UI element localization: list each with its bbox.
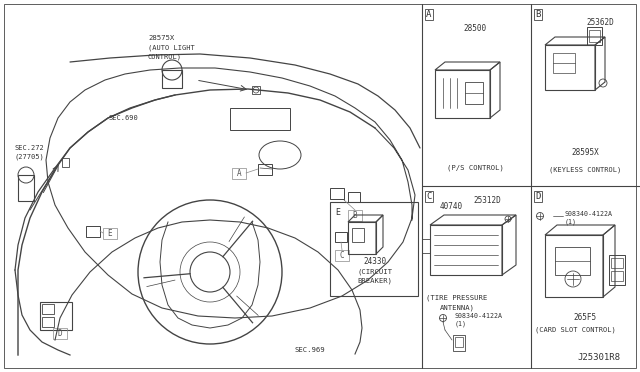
Text: (CARD SLOT CONTROL): (CARD SLOT CONTROL): [534, 327, 616, 333]
Text: CONTROL): CONTROL): [148, 54, 182, 60]
Bar: [335, 232, 347, 242]
Bar: [422, 239, 430, 253]
Bar: [18, 175, 34, 201]
Text: SEC.272: SEC.272: [14, 145, 44, 151]
Text: (TIRE PRESSURE: (TIRE PRESSURE: [426, 295, 488, 301]
Text: SEC.690: SEC.690: [108, 115, 138, 121]
Text: D: D: [58, 328, 62, 337]
Bar: [330, 202, 418, 296]
Text: S08340-4122A: S08340-4122A: [565, 211, 613, 217]
Text: 265F5: 265F5: [573, 314, 596, 323]
Bar: [62, 158, 69, 167]
Bar: [162, 70, 182, 88]
Bar: [553, 53, 575, 73]
Bar: [555, 247, 590, 275]
Text: B: B: [353, 211, 357, 219]
Text: ANTENNA): ANTENNA): [440, 305, 474, 311]
Text: 28595X: 28595X: [571, 148, 599, 157]
Text: (27705): (27705): [14, 154, 44, 160]
Bar: [435, 70, 490, 118]
Bar: [587, 27, 602, 45]
Bar: [348, 192, 360, 202]
Text: A: A: [426, 10, 431, 19]
Bar: [42, 317, 54, 327]
Bar: [589, 30, 600, 42]
Text: B: B: [535, 10, 540, 19]
Text: C: C: [340, 250, 344, 260]
Text: S08340-4122A: S08340-4122A: [455, 313, 503, 319]
Bar: [40, 302, 72, 330]
Bar: [330, 188, 344, 199]
Bar: [232, 168, 246, 179]
Bar: [258, 164, 272, 175]
Text: E: E: [108, 228, 112, 237]
Text: 24330: 24330: [364, 257, 387, 266]
Text: 28500: 28500: [463, 23, 486, 32]
Bar: [611, 258, 623, 268]
Bar: [611, 271, 623, 281]
Bar: [230, 108, 290, 130]
Text: E: E: [335, 208, 340, 217]
Text: BREAKER): BREAKER): [358, 278, 392, 284]
Text: J25301R8: J25301R8: [577, 353, 620, 362]
Text: D: D: [535, 192, 540, 201]
Bar: [465, 82, 483, 104]
Bar: [545, 45, 595, 90]
Bar: [42, 304, 54, 314]
Text: (KEYLESS CONTROL): (KEYLESS CONTROL): [549, 167, 621, 173]
Text: (AUTO LIGHT: (AUTO LIGHT: [148, 45, 195, 51]
Bar: [103, 228, 117, 239]
Bar: [545, 235, 603, 297]
Text: 25312D: 25312D: [473, 196, 501, 205]
Bar: [455, 337, 463, 347]
Bar: [352, 228, 364, 242]
Bar: [252, 86, 260, 94]
Bar: [453, 335, 465, 351]
Bar: [53, 328, 67, 339]
Text: (1): (1): [455, 321, 467, 327]
Bar: [348, 222, 376, 254]
Text: 25362D: 25362D: [586, 17, 614, 26]
Text: (1): (1): [565, 219, 577, 225]
Bar: [86, 226, 100, 237]
Text: 28575X: 28575X: [148, 35, 174, 41]
Text: (P/S CONTROL): (P/S CONTROL): [447, 165, 504, 171]
Text: (CIRCUIT: (CIRCUIT: [358, 269, 392, 275]
Text: SEC.969: SEC.969: [294, 347, 325, 353]
Bar: [335, 250, 349, 261]
Text: C: C: [426, 192, 431, 201]
Text: 40740: 40740: [440, 202, 463, 211]
Bar: [609, 255, 625, 285]
Bar: [430, 225, 502, 275]
Text: A: A: [237, 169, 241, 177]
Bar: [348, 210, 362, 221]
